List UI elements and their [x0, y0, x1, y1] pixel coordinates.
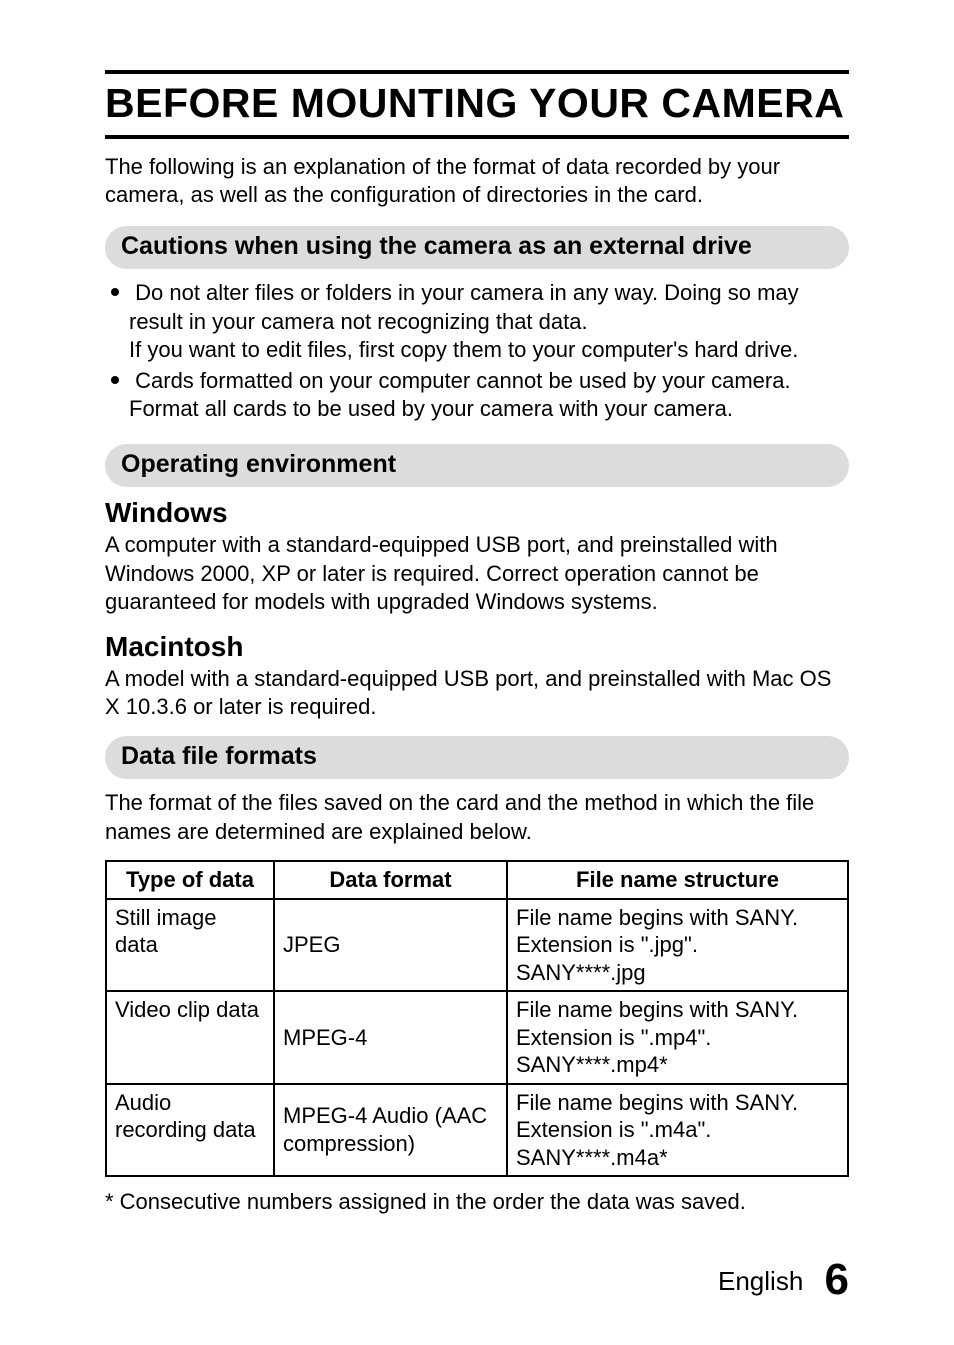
section-heading-environment: Operating environment [105, 444, 849, 487]
formats-intro: The format of the files saved on the car… [105, 789, 849, 846]
intro-text: The following is an explanation of the f… [105, 153, 849, 208]
table-cell: MPEG-4 [274, 991, 507, 1084]
cautions-bullet-list: Do not alter files or folders in your ca… [105, 279, 849, 424]
table-cell: Still image data [106, 899, 274, 992]
table-header-row: Type of data Data format File name struc… [106, 861, 848, 899]
table-row: Video clip data MPEG-4 File name begins … [106, 991, 848, 1084]
page-number: 6 [825, 1255, 849, 1304]
chapter-title: BEFORE MOUNTING YOUR CAMERA [105, 70, 849, 139]
table-cell: Audio recording data [106, 1084, 274, 1177]
list-item: Do not alter files or folders in your ca… [111, 279, 849, 365]
windows-text: A computer with a standard-equipped USB … [105, 531, 849, 617]
footnote: * Consecutive numbers assigned in the or… [105, 1189, 849, 1215]
page-container: BEFORE MOUNTING YOUR CAMERA The followin… [0, 0, 954, 1345]
table-header: File name structure [507, 861, 848, 899]
subheading-macintosh: Macintosh [105, 631, 849, 663]
list-item: Cards formatted on your computer cannot … [111, 367, 849, 424]
table-row: Still image data JPEG File name begins w… [106, 899, 848, 992]
formats-table: Type of data Data format File name struc… [105, 860, 849, 1177]
bullet-subtext: If you want to edit files, first copy th… [129, 336, 849, 365]
table-cell: File name begins with SANY.Extension is … [507, 991, 848, 1084]
page-footer: English 6 [718, 1255, 849, 1305]
table-header: Type of data [106, 861, 274, 899]
table-header: Data format [274, 861, 507, 899]
table-cell: File name begins with SANY.Extension is … [507, 899, 848, 992]
table-cell: File name begins with SANY.Extension is … [507, 1084, 848, 1177]
table-cell: JPEG [274, 899, 507, 992]
macintosh-text: A model with a standard-equipped USB por… [105, 665, 849, 722]
footer-language: English [718, 1266, 803, 1296]
section-heading-cautions: Cautions when using the camera as an ext… [105, 226, 849, 269]
section-heading-formats: Data file formats [105, 736, 849, 779]
table-row: Audio recording data MPEG-4 Audio (AAC c… [106, 1084, 848, 1177]
subheading-windows: Windows [105, 497, 849, 529]
table-cell: MPEG-4 Audio (AAC compression) [274, 1084, 507, 1177]
bullet-text: Do not alter files or folders in your ca… [129, 280, 799, 334]
table-cell: Video clip data [106, 991, 274, 1084]
bullet-text: Cards formatted on your computer cannot … [129, 368, 791, 422]
